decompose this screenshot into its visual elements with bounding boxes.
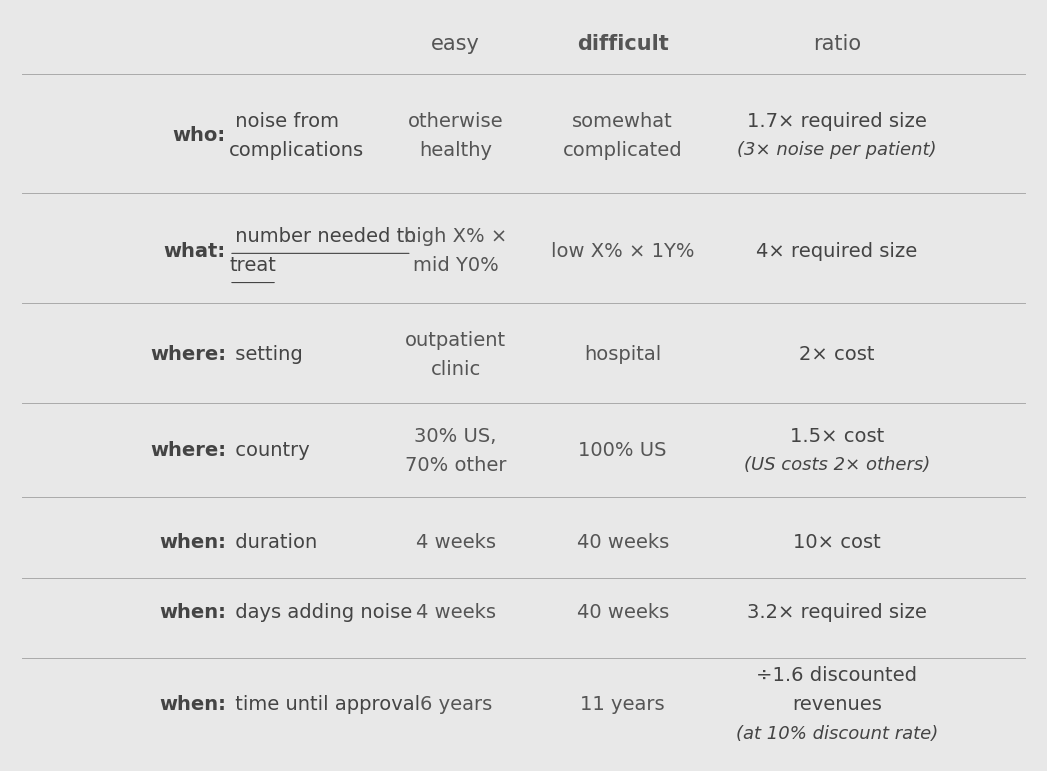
Text: when:: when: (159, 534, 226, 553)
Text: ratio: ratio (812, 34, 861, 54)
Text: who:: who: (173, 126, 226, 145)
Text: low X% × 1Y%: low X% × 1Y% (551, 241, 694, 261)
Text: 10× cost: 10× cost (793, 534, 881, 553)
Text: (US costs 2× others): (US costs 2× others) (743, 456, 930, 474)
Text: what:: what: (163, 241, 226, 261)
Text: complications: complications (229, 141, 364, 160)
Text: otherwise: otherwise (408, 112, 504, 131)
Text: 6 years: 6 years (420, 695, 492, 714)
Text: number needed to: number needed to (229, 227, 417, 246)
Text: country: country (229, 441, 310, 460)
Text: 2× cost: 2× cost (799, 345, 874, 364)
Text: 11 years: 11 years (580, 695, 665, 714)
Text: clinic: clinic (430, 360, 481, 379)
Text: somewhat: somewhat (573, 112, 673, 131)
Text: outpatient: outpatient (405, 331, 506, 350)
Text: 1.5× cost: 1.5× cost (789, 426, 884, 446)
Text: ÷1.6 discounted: ÷1.6 discounted (756, 665, 917, 685)
Text: when:: when: (159, 695, 226, 714)
Text: complicated: complicated (563, 141, 683, 160)
Text: high X% ×: high X% × (404, 227, 507, 246)
Text: noise from: noise from (229, 112, 339, 131)
Text: 1.7× required size: 1.7× required size (747, 112, 927, 131)
Text: 4× required size: 4× required size (756, 241, 917, 261)
Text: 70% other: 70% other (405, 456, 507, 475)
Text: 4 weeks: 4 weeks (416, 603, 495, 621)
Text: 3.2× required size: 3.2× required size (747, 603, 927, 621)
Text: where:: where: (150, 345, 226, 364)
Text: when:: when: (159, 603, 226, 621)
Text: revenues: revenues (792, 695, 882, 714)
Text: difficult: difficult (577, 34, 669, 54)
Text: 40 weeks: 40 weeks (577, 534, 669, 553)
Text: easy: easy (431, 34, 481, 54)
Text: where:: where: (150, 441, 226, 460)
Text: (at 10% discount rate): (at 10% discount rate) (736, 725, 938, 742)
Text: time until approval: time until approval (229, 695, 420, 714)
Text: hospital: hospital (584, 345, 662, 364)
Text: healthy: healthy (419, 141, 492, 160)
Text: 30% US,: 30% US, (415, 426, 497, 446)
Text: days adding noise: days adding noise (229, 603, 413, 621)
Text: 40 weeks: 40 weeks (577, 603, 669, 621)
Text: 4 weeks: 4 weeks (416, 534, 495, 553)
Text: mid Y0%: mid Y0% (413, 256, 498, 275)
Text: setting: setting (229, 345, 303, 364)
Text: duration: duration (229, 534, 317, 553)
Text: (3× noise per patient): (3× noise per patient) (737, 141, 936, 160)
Text: treat: treat (229, 256, 276, 275)
Text: 100% US: 100% US (578, 441, 667, 460)
